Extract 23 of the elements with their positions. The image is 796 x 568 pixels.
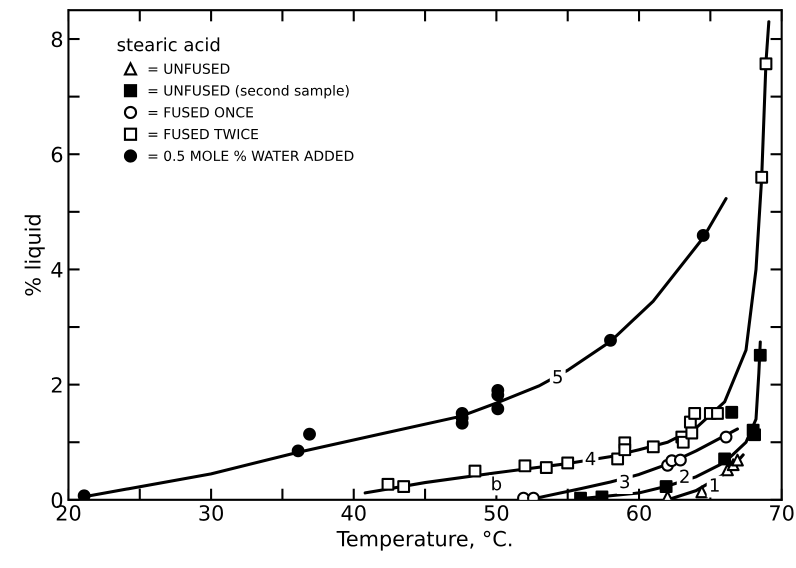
x-tick-label: 30 [199, 505, 223, 521]
x-tick-label: 70 [770, 505, 794, 521]
x-tick-label: 40 [342, 505, 366, 521]
y-tick-label: 2 [52, 377, 62, 393]
annotation: 5 [553, 370, 562, 384]
legend-label: = 0.5 MOLE % WATER ADDED [148, 150, 354, 162]
legend-label: = FUSED TWICE [148, 128, 258, 140]
legend-label: = UNFUSED [148, 63, 230, 74]
x-axis-title: Temperature, °C. [336, 530, 512, 551]
legend-title: stearic acid [118, 37, 220, 52]
y-axis-title: % liquid [24, 215, 45, 296]
annotation: 1 [710, 478, 719, 492]
y-tick-label: 6 [52, 146, 62, 162]
annotation: b [492, 476, 502, 490]
annotation: 4 [586, 452, 596, 466]
x-tick-label: 60 [627, 505, 651, 521]
y-tick-label: 8 [52, 31, 62, 48]
x-tick-label: 50 [484, 505, 508, 521]
legend-label: = FUSED ONCE [148, 107, 253, 118]
y-tick-label: 4 [51, 262, 62, 278]
annotation: 3 [620, 474, 630, 488]
legend-label: = UNFUSED (second sample) [148, 84, 349, 98]
annotation: 2 [680, 470, 689, 483]
